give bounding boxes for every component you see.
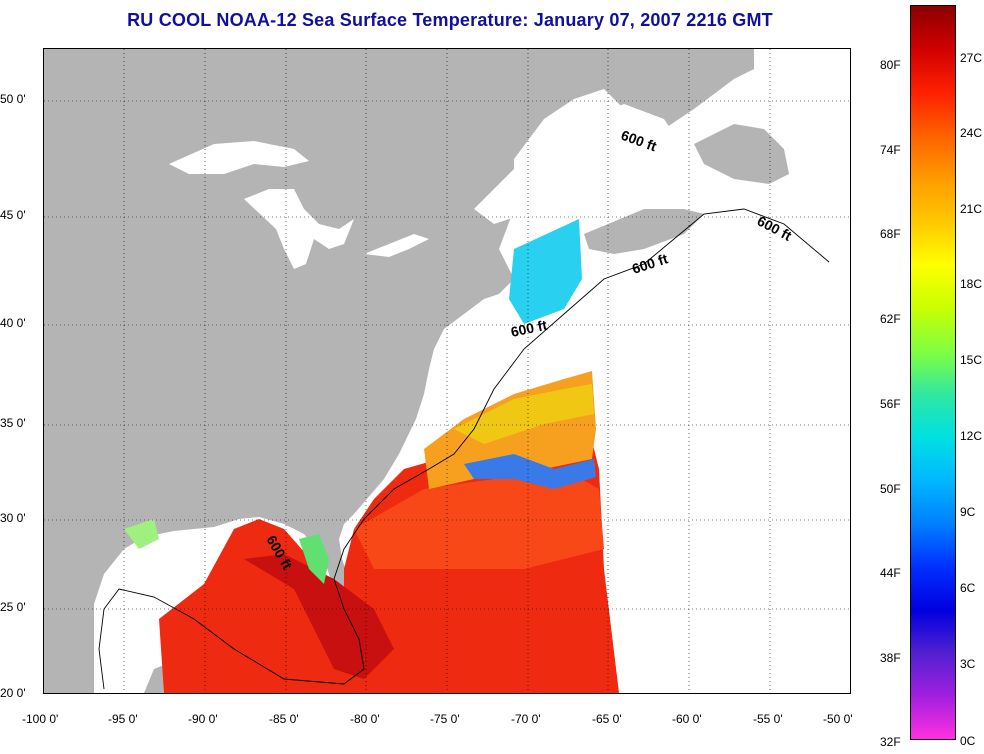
colorbar-c-label: 24C — [960, 126, 983, 140]
land-nova-scotia — [584, 209, 704, 254]
lake-superior — [169, 141, 309, 174]
contour-label-4: 600 ft — [509, 317, 548, 340]
lon-tick-label: -80 0' — [350, 712, 380, 726]
colorbar-f-label: 32F — [880, 735, 901, 749]
sst-gulf-stream-core — [244, 554, 394, 679]
colorbar-c-label: 18C — [960, 277, 983, 291]
colorbar-c-label: 0C — [960, 734, 976, 748]
colorbar-f-label: 44F — [880, 566, 901, 580]
lat-tick-label: 30 0' — [0, 511, 26, 525]
land-newfoundland — [694, 124, 789, 184]
sst-cool-filament — [464, 454, 596, 489]
lon-tick-label: -55 0' — [753, 712, 783, 726]
colorbar-c-label: 3C — [960, 657, 976, 671]
lon-tick-label: -65 0' — [592, 712, 622, 726]
lon-tick-label: -90 0' — [188, 712, 218, 726]
map-title: RU COOL NOAA-12 Sea Surface Temperature:… — [127, 10, 773, 30]
lat-tick-label: 35 0' — [0, 416, 26, 430]
lat-tick-label: 45 0' — [0, 208, 26, 222]
colorbar-f-label: 80F — [880, 58, 901, 72]
lat-tick-label: 20 0' — [0, 686, 26, 700]
sst-gulf-maine — [509, 219, 582, 324]
contour-600ft — [98, 208, 830, 690]
colorbar-f-label: 68F — [880, 227, 901, 241]
sst-nw-gulf-cool — [124, 519, 159, 549]
lon-tick-label: -100 0' — [22, 712, 59, 726]
lat-tick-label: 50 0' — [0, 92, 26, 106]
graticule — [44, 49, 850, 693]
sst-florida-shelf — [299, 534, 329, 584]
sst-map: 600 ft 600 ft 600 ft 600 ft 600 ft — [43, 48, 851, 694]
lon-tick-label: -85 0' — [269, 712, 299, 726]
lat-tick-label: 40 0' — [0, 316, 26, 330]
colorbar-f-label: 56F — [880, 397, 901, 411]
lat-tick-label: 25 0' — [0, 600, 26, 614]
lake-erie-ontario — [364, 234, 429, 257]
lon-tick-label: -75 0' — [430, 712, 460, 726]
lon-tick-label: -60 0' — [672, 712, 702, 726]
colorbar-f-label: 74F — [880, 143, 901, 157]
colorbar-f-label: 62F — [880, 312, 901, 326]
lon-tick-label: -50 0' — [823, 712, 853, 726]
colorbar-c-label: 6C — [960, 581, 976, 595]
colorbar-c-label: 12C — [960, 429, 983, 443]
gulf-st-lawrence — [474, 104, 684, 224]
sst-gulf-stream-east — [354, 469, 604, 569]
colorbar-f-label: 50F — [880, 482, 901, 496]
lake-michigan-huron — [244, 189, 354, 269]
temperature-colorbar — [910, 5, 956, 740]
contour-label-3: 600 ft — [630, 250, 670, 277]
sst-yellow-band — [454, 384, 594, 444]
sst-data — [124, 219, 619, 693]
colorbar-f-label: 38F — [880, 651, 901, 665]
colorbar-c-label: 27C — [960, 51, 983, 65]
lon-tick-label: -70 0' — [511, 712, 541, 726]
lon-tick-label: -95 0' — [108, 712, 138, 726]
land-north-america — [44, 49, 754, 693]
colorbar-c-label: 9C — [960, 505, 976, 519]
map-canvas: 600 ft 600 ft 600 ft 600 ft 600 ft — [44, 49, 850, 693]
colorbar-c-label: 21C — [960, 202, 983, 216]
colorbar-c-label: 15C — [960, 353, 983, 367]
